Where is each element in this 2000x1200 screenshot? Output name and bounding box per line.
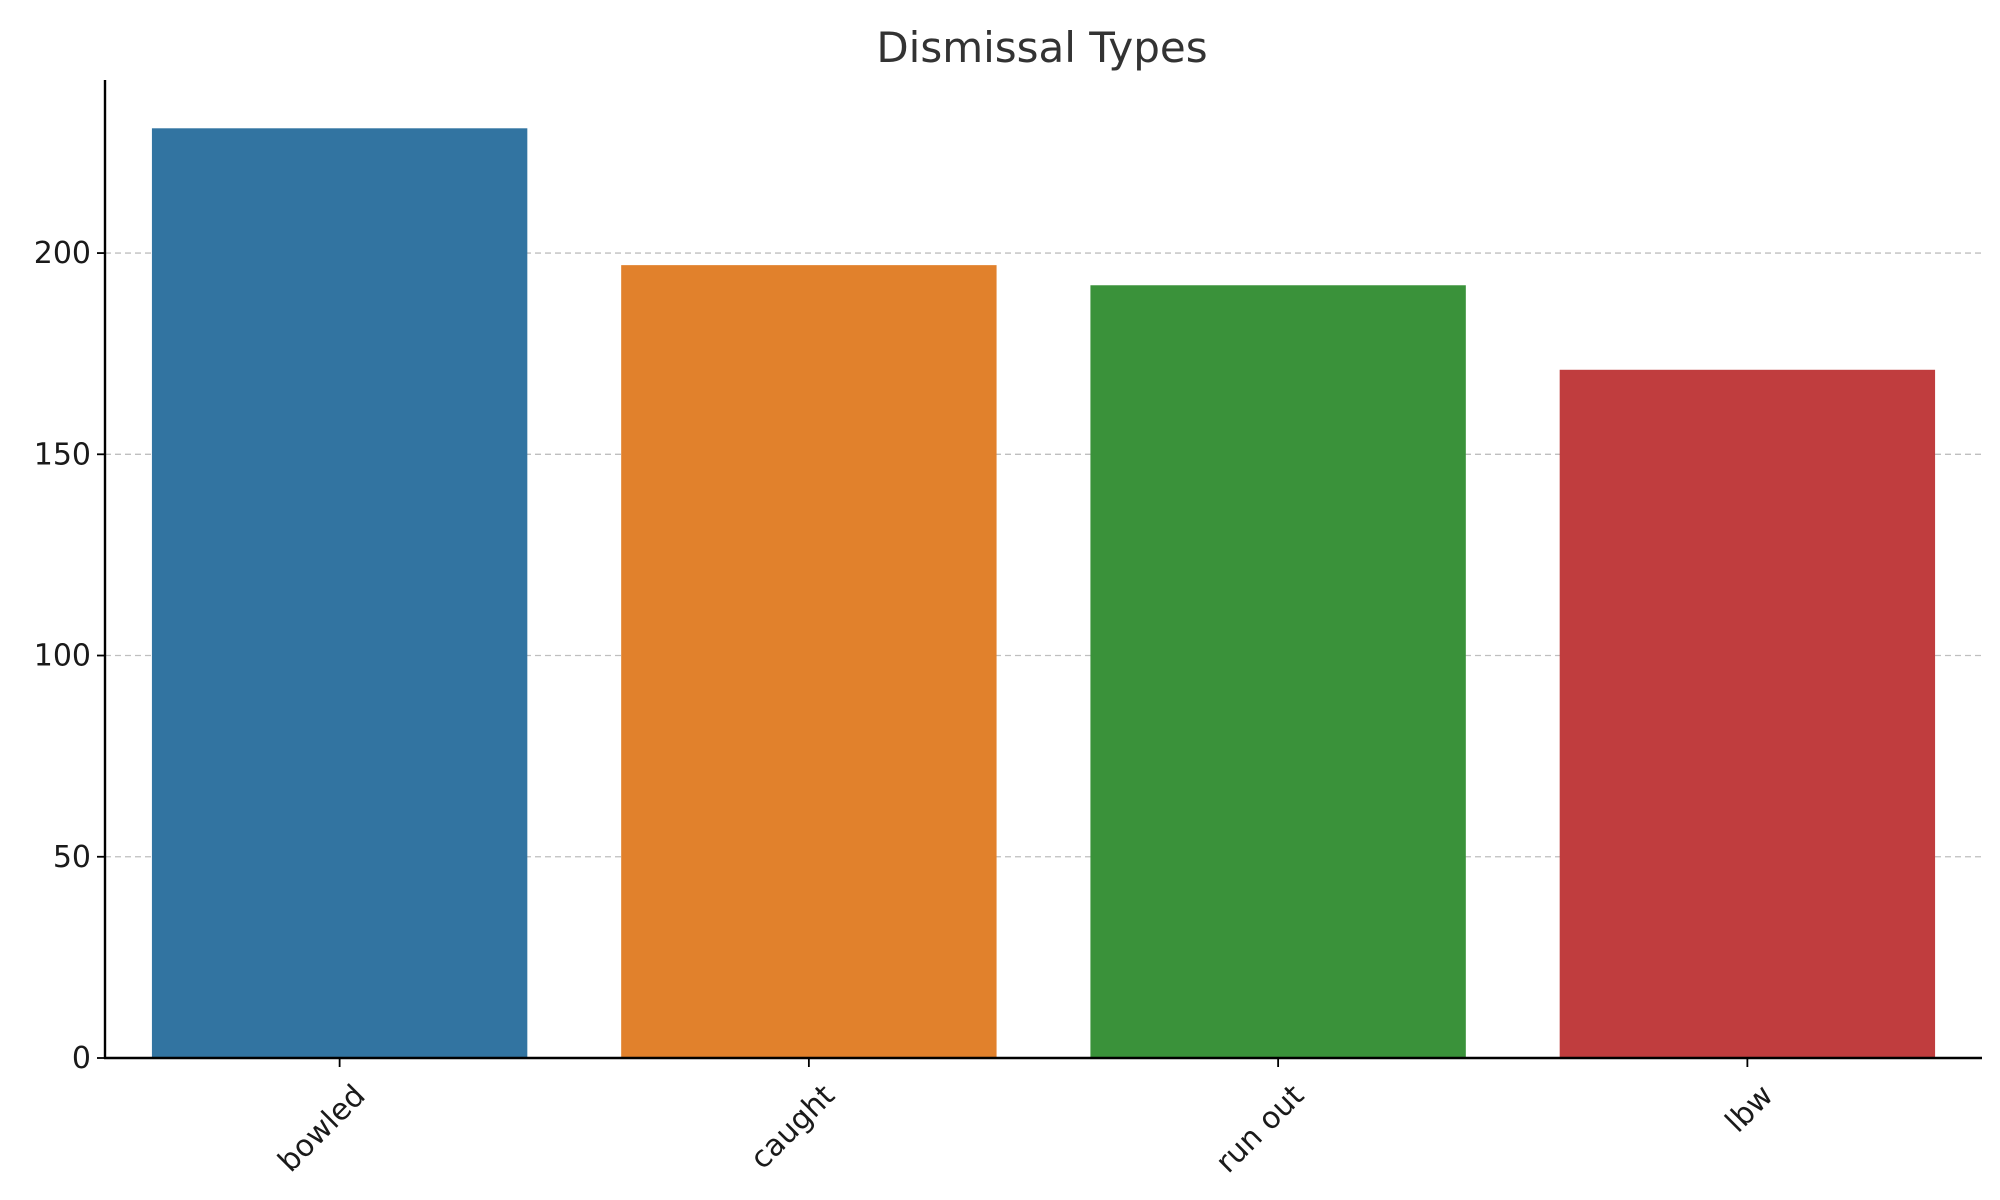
- bar-lbw: [1559, 369, 1936, 1058]
- bar-bowled: [151, 128, 528, 1059]
- y-tick-label-50: 50: [53, 840, 91, 875]
- chart-title: Dismissal Types: [876, 23, 1207, 72]
- y-tick-label-100: 100: [34, 639, 91, 674]
- y-tick-label-0: 0: [72, 1041, 91, 1076]
- y-tick-label-200: 200: [34, 236, 91, 271]
- x-tick-label-bowled: bowled: [272, 1078, 373, 1179]
- x-tick-label-caught: caught: [744, 1078, 842, 1176]
- bars: [151, 128, 1936, 1059]
- y-axis-ticks: 0 50 100 150 200: [34, 236, 105, 1076]
- bar-caught: [621, 265, 997, 1058]
- x-axis-ticks: bowled caught run out lbw: [272, 1058, 1780, 1180]
- y-tick-label-150: 150: [34, 437, 91, 472]
- bar-run-out: [1090, 285, 1466, 1058]
- x-tick-label-lbw: lbw: [1719, 1078, 1780, 1139]
- axes: [103, 80, 1982, 1060]
- x-tick-label-run-out: run out: [1209, 1078, 1311, 1180]
